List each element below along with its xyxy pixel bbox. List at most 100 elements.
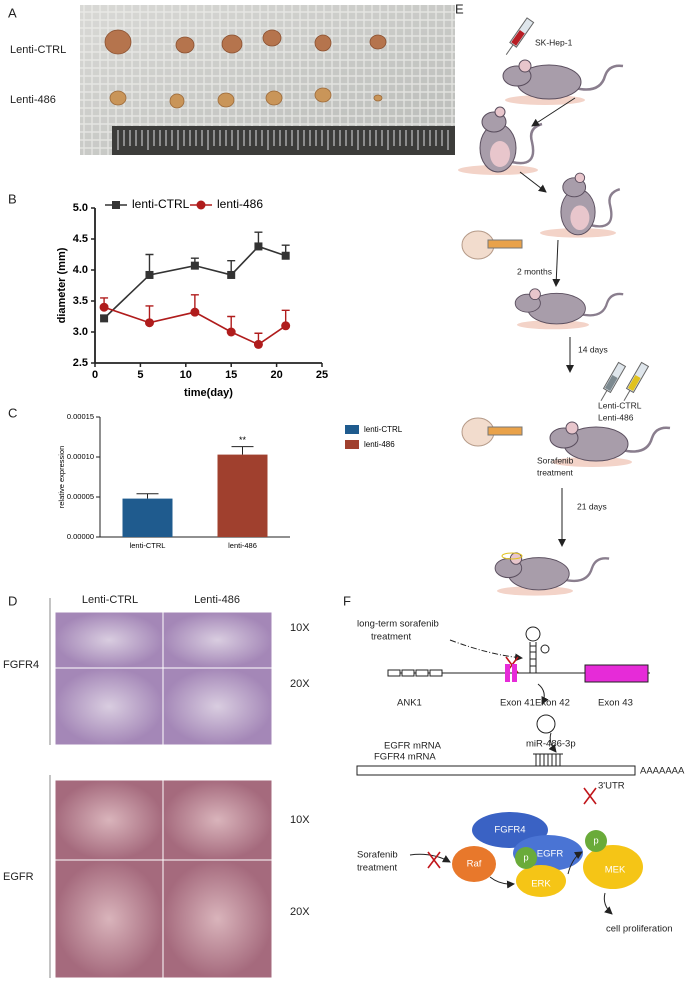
- label: treatment: [537, 467, 574, 477]
- micrographs: [49, 598, 273, 979]
- label: 2 months: [517, 266, 552, 276]
- label: Lenti-486: [10, 94, 56, 106]
- mouse: [458, 106, 543, 175]
- label: Lenti-CTRL: [10, 44, 66, 56]
- label: Exon 41: [500, 698, 535, 709]
- marker: [254, 242, 263, 251]
- y-tick-label: 5.0: [73, 202, 88, 214]
- mouse: [502, 59, 624, 105]
- label: miR-486-3p: [526, 739, 576, 750]
- ear: [574, 172, 586, 184]
- legend-swatch: [345, 425, 359, 434]
- marker: [100, 314, 109, 323]
- label: FGFR4 mRNA: [374, 752, 436, 763]
- x-tick-label: 20: [270, 369, 282, 381]
- marker: [190, 307, 200, 317]
- marker: [99, 302, 109, 312]
- panel-letter: A: [8, 5, 17, 20]
- y-tick-label: 2.5: [73, 357, 88, 369]
- label: MEK: [605, 865, 626, 876]
- ear: [565, 421, 579, 435]
- y-tick-label: 3.0: [73, 326, 88, 338]
- syringe-body: [487, 239, 523, 249]
- y-tick-label: 0.00000: [67, 532, 94, 541]
- tail: [511, 122, 543, 165]
- label: 14 days: [578, 344, 608, 354]
- legend-label: lenti-486: [364, 440, 395, 449]
- needle: [600, 390, 608, 402]
- label: Exon 42: [535, 698, 570, 709]
- panel-letter: D: [8, 593, 17, 608]
- x-axis-label: time(day): [184, 387, 233, 399]
- label: cell proliferation: [606, 924, 673, 935]
- legend-label: lenti-CTRL: [132, 197, 190, 211]
- y-axis-label: diameter (mm): [56, 247, 68, 323]
- label: EGFR: [537, 849, 564, 860]
- error-bar: [136, 493, 159, 499]
- ear: [494, 106, 506, 118]
- marker: [281, 321, 291, 331]
- tail: [621, 426, 671, 453]
- bar: [217, 454, 268, 537]
- marker: [253, 339, 263, 349]
- x-tick-label: 25: [316, 369, 328, 381]
- label: Lenti-486: [598, 412, 634, 422]
- tail: [574, 64, 624, 91]
- arrow: [519, 171, 547, 193]
- panel-letter: F: [343, 593, 351, 608]
- significance: **: [239, 435, 247, 445]
- syringe-body: [487, 426, 523, 436]
- shadow: [517, 320, 589, 330]
- pathway-diagram: [356, 626, 650, 915]
- shadow: [505, 95, 585, 105]
- label: EGFR mRNA: [384, 741, 442, 752]
- liquid: [604, 375, 618, 392]
- x-tick-label: lenti-CTRL: [130, 541, 166, 550]
- tumor-photo: [80, 5, 455, 155]
- label: ERK: [531, 879, 551, 890]
- tail: [563, 557, 610, 583]
- legend-label: lenti-CTRL: [364, 425, 403, 434]
- mouse: [494, 552, 610, 596]
- label: 10X: [290, 622, 310, 634]
- tail: [591, 188, 621, 228]
- needle: [623, 390, 631, 402]
- label: p: [593, 836, 598, 847]
- mouse: [540, 172, 621, 238]
- y-tick-label: 0.00015: [67, 412, 94, 421]
- arrow: [552, 239, 561, 287]
- panel-letter: E: [455, 1, 464, 16]
- label: Exon 43: [598, 698, 633, 709]
- y-tick-label: 4.5: [73, 233, 88, 245]
- label: Raf: [467, 859, 482, 870]
- ear: [518, 59, 532, 73]
- panel-letter: B: [8, 191, 17, 206]
- marker: [190, 261, 199, 270]
- syringe: [623, 361, 650, 402]
- marker: [227, 270, 236, 279]
- label: Lenti-CTRL: [598, 400, 642, 410]
- x-tick-label: 15: [225, 369, 237, 381]
- y-axis-label: relative expression: [57, 446, 66, 509]
- label: long-term sorafenib: [357, 619, 439, 630]
- legend-label: lenti-486: [217, 197, 263, 211]
- error-bar: [231, 446, 254, 455]
- belly: [490, 141, 510, 167]
- arrow: [531, 97, 576, 127]
- legend-marker: [196, 200, 206, 210]
- label: Lenti-CTRL: [82, 594, 138, 606]
- label: Sorafenib: [537, 455, 574, 465]
- label: treatment: [371, 632, 411, 643]
- syringe: [600, 361, 627, 402]
- label: 10X: [290, 814, 310, 826]
- marker: [144, 318, 154, 328]
- label: EGFR: [3, 871, 34, 883]
- label: FGFR4: [494, 825, 525, 836]
- panel-letter: C: [8, 405, 17, 420]
- label: p: [523, 853, 528, 864]
- mouse: [514, 288, 624, 330]
- y-tick-label: 3.5: [73, 295, 88, 307]
- halo: [501, 552, 523, 560]
